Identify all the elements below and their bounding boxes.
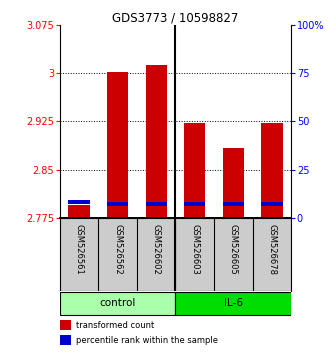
Bar	[60, 335, 71, 346]
Bar	[261, 123, 283, 218]
Bar	[223, 202, 244, 206]
Text: control: control	[99, 298, 136, 308]
Text: percentile rank within the sample: percentile rank within the sample	[76, 336, 218, 345]
Bar	[184, 123, 205, 218]
Text: GSM526678: GSM526678	[267, 224, 276, 275]
Bar	[184, 202, 205, 206]
Bar	[107, 72, 128, 218]
Bar	[261, 202, 283, 206]
Text: GSM526602: GSM526602	[152, 224, 161, 275]
Bar	[60, 320, 71, 330]
Text: transformed count: transformed count	[76, 321, 154, 330]
Text: GSM526561: GSM526561	[74, 224, 83, 275]
Text: GSM526603: GSM526603	[190, 224, 199, 275]
Bar	[68, 200, 89, 204]
Bar	[146, 202, 167, 206]
Bar	[175, 292, 291, 315]
Text: IL-6: IL-6	[224, 298, 243, 308]
Text: GSM526562: GSM526562	[113, 224, 122, 275]
Bar	[107, 202, 128, 206]
Bar	[68, 205, 89, 218]
Title: GDS3773 / 10598827: GDS3773 / 10598827	[112, 12, 239, 25]
Bar	[223, 148, 244, 218]
Bar	[146, 65, 167, 218]
Bar	[60, 292, 175, 315]
Text: GSM526605: GSM526605	[229, 224, 238, 275]
